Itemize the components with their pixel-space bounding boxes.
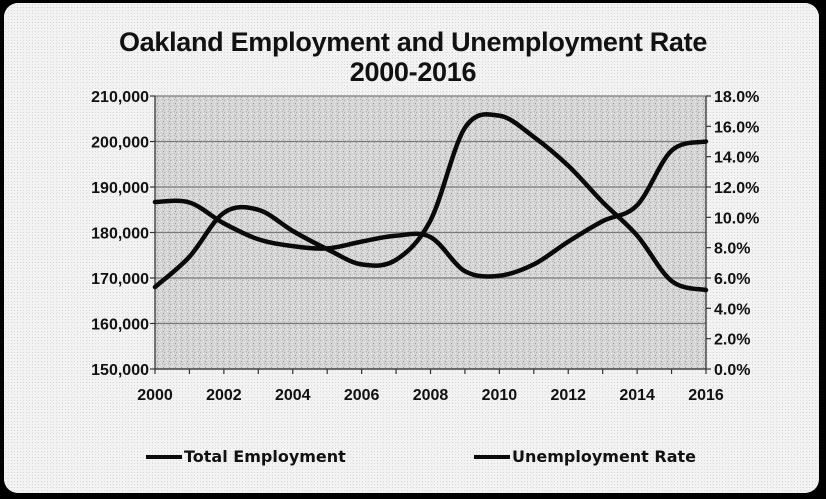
y-right-tick-label: 10.0% [714,210,759,227]
y-right-tick-label: 16.0% [714,119,759,136]
y-right-tick-label: 18.0% [714,89,759,106]
x-tick-label: 2012 [550,387,586,404]
y-left-tick-label: 170,000 [91,271,149,288]
x-tick-label: 2000 [137,387,173,404]
x-tick-label: 2014 [619,387,655,404]
x-tick-label: 2006 [344,387,380,404]
x-tick-label: 2010 [482,387,518,404]
y-left-tick-label: 150,000 [91,362,149,379]
chart-subtitle: 2000-2016 [349,57,477,87]
y-right-tick-label: 14.0% [714,150,759,167]
x-tick-label: 2004 [275,387,311,404]
y-right-tick-label: 0.0% [714,362,750,379]
y-right-tick-label: 2.0% [714,332,750,349]
y-right-tick-label: 8.0% [714,241,750,258]
y-left-tick-label: 160,000 [91,317,149,334]
x-tick-label: 2002 [206,387,242,404]
legend-label-total-employment: Total Employment [184,447,346,466]
y-left-tick-label: 180,000 [91,226,149,243]
y-right-tick-label: 4.0% [714,301,750,318]
x-tick-label: 2008 [413,387,449,404]
y-left-tick-label: 190,000 [91,180,149,197]
y-left-tick-label: 210,000 [91,89,149,106]
legend-item-unemployment-rate: Unemployment Rate [474,447,696,466]
legend-label-unemployment-rate: Unemployment Rate [512,447,697,466]
y-left-tick-label: 200,000 [91,135,149,152]
y-right-tick-label: 6.0% [714,271,750,288]
y-right-tick-label: 12.0% [714,180,759,197]
chart-title: Oakland Employment and Unemployment Rate [118,27,708,57]
legend-swatch-total-employment [146,454,182,459]
series-line-unemployment-rate [152,112,709,293]
legend-item-total-employment: Total Employment [146,447,346,466]
x-tick-label: 2016 [688,387,724,404]
legend-swatch-unemployment-rate [474,454,510,459]
